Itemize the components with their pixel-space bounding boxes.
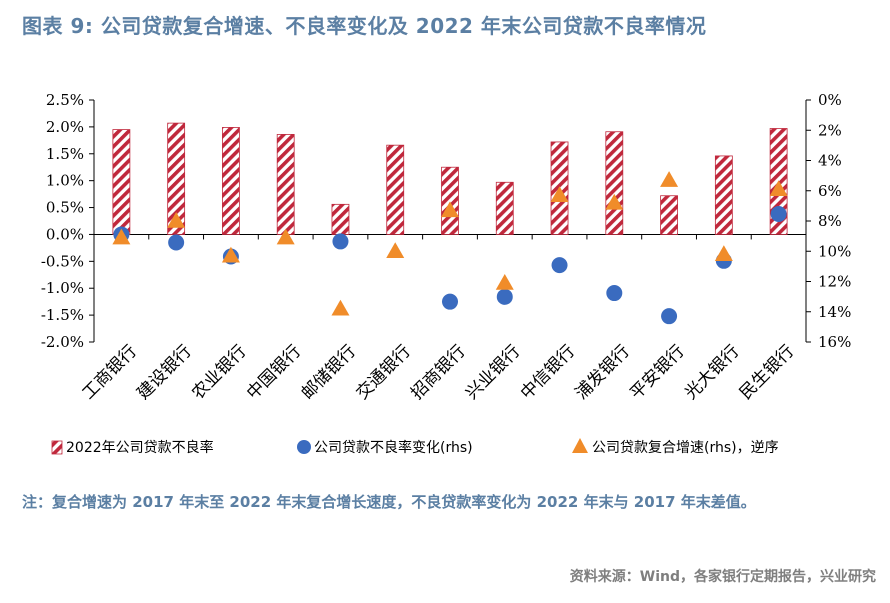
triangle-point bbox=[441, 201, 459, 218]
bar bbox=[112, 129, 131, 235]
bar bbox=[276, 134, 295, 235]
y-left-tick-label: 2.0% bbox=[46, 118, 84, 136]
triangle-point bbox=[167, 212, 186, 228]
legend-label: 2022年公司贷款不良率 bbox=[66, 439, 214, 456]
x-tick-label: 中国银行 bbox=[243, 341, 305, 403]
y-left-tick-label: 0.5% bbox=[46, 199, 84, 217]
x-tick-label: 工商银行 bbox=[79, 341, 141, 403]
x-tick-label: 光大银行 bbox=[681, 341, 743, 403]
x-axis-labels: 工商银行建设银行农业银行中国银行邮储银行交通银行招商银行兴业银行中信银行浦发银行… bbox=[79, 341, 798, 403]
data-point bbox=[661, 308, 678, 325]
y-right-tick-label: 8% bbox=[818, 212, 842, 230]
bar bbox=[386, 144, 405, 235]
x-tick-label: 邮储银行 bbox=[298, 341, 360, 403]
x-tick-label: 招商银行 bbox=[407, 341, 469, 403]
y-right-tick-label: 14% bbox=[818, 303, 851, 321]
triangle-point bbox=[550, 186, 569, 203]
triangle-point bbox=[112, 228, 131, 245]
triangle-point bbox=[714, 245, 733, 262]
data-point bbox=[442, 293, 458, 310]
y-left-tick-label: -1.0% bbox=[41, 279, 84, 297]
x-tick-label: 兴业银行 bbox=[462, 341, 524, 403]
x-tick-label: 交通银行 bbox=[353, 341, 415, 403]
source-line: 资料来源：Wind，各家银行定期报告，兴业研究 bbox=[569, 569, 876, 585]
bar bbox=[495, 181, 514, 235]
legend-triangle-swatch bbox=[572, 438, 588, 453]
data-point bbox=[551, 257, 568, 274]
chart-legend: 2022年公司贷款不良率 公司贷款不良率变化(rhs) 公司贷款复合增速(rhs)，… bbox=[51, 438, 779, 456]
bar bbox=[605, 131, 624, 235]
bar bbox=[660, 195, 678, 235]
data-point bbox=[770, 206, 787, 223]
y-right-tick-label: 12% bbox=[818, 273, 851, 291]
y-left-tick-label: -0.5% bbox=[41, 252, 84, 270]
y-right-tick-label: 2% bbox=[818, 121, 842, 139]
triangle-point bbox=[605, 193, 624, 210]
x-tick-label: 民生银行 bbox=[736, 341, 798, 403]
triangle-point bbox=[276, 228, 295, 245]
x-tick-label: 建设银行 bbox=[133, 341, 195, 403]
legend-bar-swatch bbox=[51, 440, 63, 455]
triangle-point bbox=[495, 274, 514, 290]
y-left-tick-label: 1.5% bbox=[46, 145, 84, 163]
legend-label: 公司贷款不良率变化(rhs) bbox=[314, 439, 473, 456]
data-point bbox=[496, 288, 513, 305]
y-left-tick-label: -2.0% bbox=[41, 333, 84, 351]
triangle-point bbox=[660, 171, 679, 187]
bar bbox=[222, 127, 240, 235]
y-right-tick-label: 0% bbox=[818, 91, 842, 109]
y-right-tick-label: 16% bbox=[818, 333, 851, 351]
chart-axes: -2.0% -1.5% -1.0% -0.5% 0.0% 0.5% 1.0% 1.5% 2.0%… bbox=[41, 91, 852, 351]
x-tick-label: 中信银行 bbox=[517, 341, 579, 403]
y-right-tick-label: 4% bbox=[818, 152, 842, 170]
chart-title: 图表 9: 公司贷款复合增速、不良率变化及 2022 年末公司贷款不良率情况 bbox=[22, 14, 707, 38]
bar bbox=[331, 203, 350, 235]
bar bbox=[441, 166, 459, 235]
legend-label: 公司贷款复合增速(rhs)，逆序 bbox=[592, 439, 779, 456]
bar-series bbox=[112, 122, 788, 235]
triangle-point bbox=[386, 242, 405, 258]
data-point bbox=[332, 233, 349, 250]
chart-canvas: -2.0% -1.5% -1.0% -0.5% 0.0% 0.5% 1.0% 1.5% 2.0%… bbox=[41, 91, 852, 456]
y-right-tick-label: 6% bbox=[818, 182, 842, 200]
x-tick-label: 平安银行 bbox=[626, 341, 688, 403]
data-point bbox=[168, 234, 185, 251]
chart-note: 注：复合增速为 2017 年末至 2022 年末复合增长速度，不良贷款率变化为 … bbox=[22, 493, 756, 511]
y-right-tick-label: 10% bbox=[818, 242, 851, 260]
x-tick-label: 浦发银行 bbox=[572, 341, 634, 403]
bar bbox=[714, 155, 733, 235]
triangle-series bbox=[112, 171, 788, 316]
triangle-point bbox=[769, 180, 788, 196]
y-left-tick-label: 0.0% bbox=[46, 225, 84, 243]
y-left-tick-label: -1.5% bbox=[41, 306, 84, 324]
bar bbox=[167, 122, 186, 235]
x-tick-label: 农业银行 bbox=[188, 341, 250, 403]
legend-dot-swatch bbox=[297, 440, 311, 454]
y-left-tick-label: 2.5% bbox=[46, 91, 84, 109]
triangle-point bbox=[221, 246, 240, 263]
data-point bbox=[606, 285, 623, 302]
y-left-tick-label: 1.0% bbox=[46, 172, 84, 190]
triangle-point bbox=[331, 299, 350, 316]
